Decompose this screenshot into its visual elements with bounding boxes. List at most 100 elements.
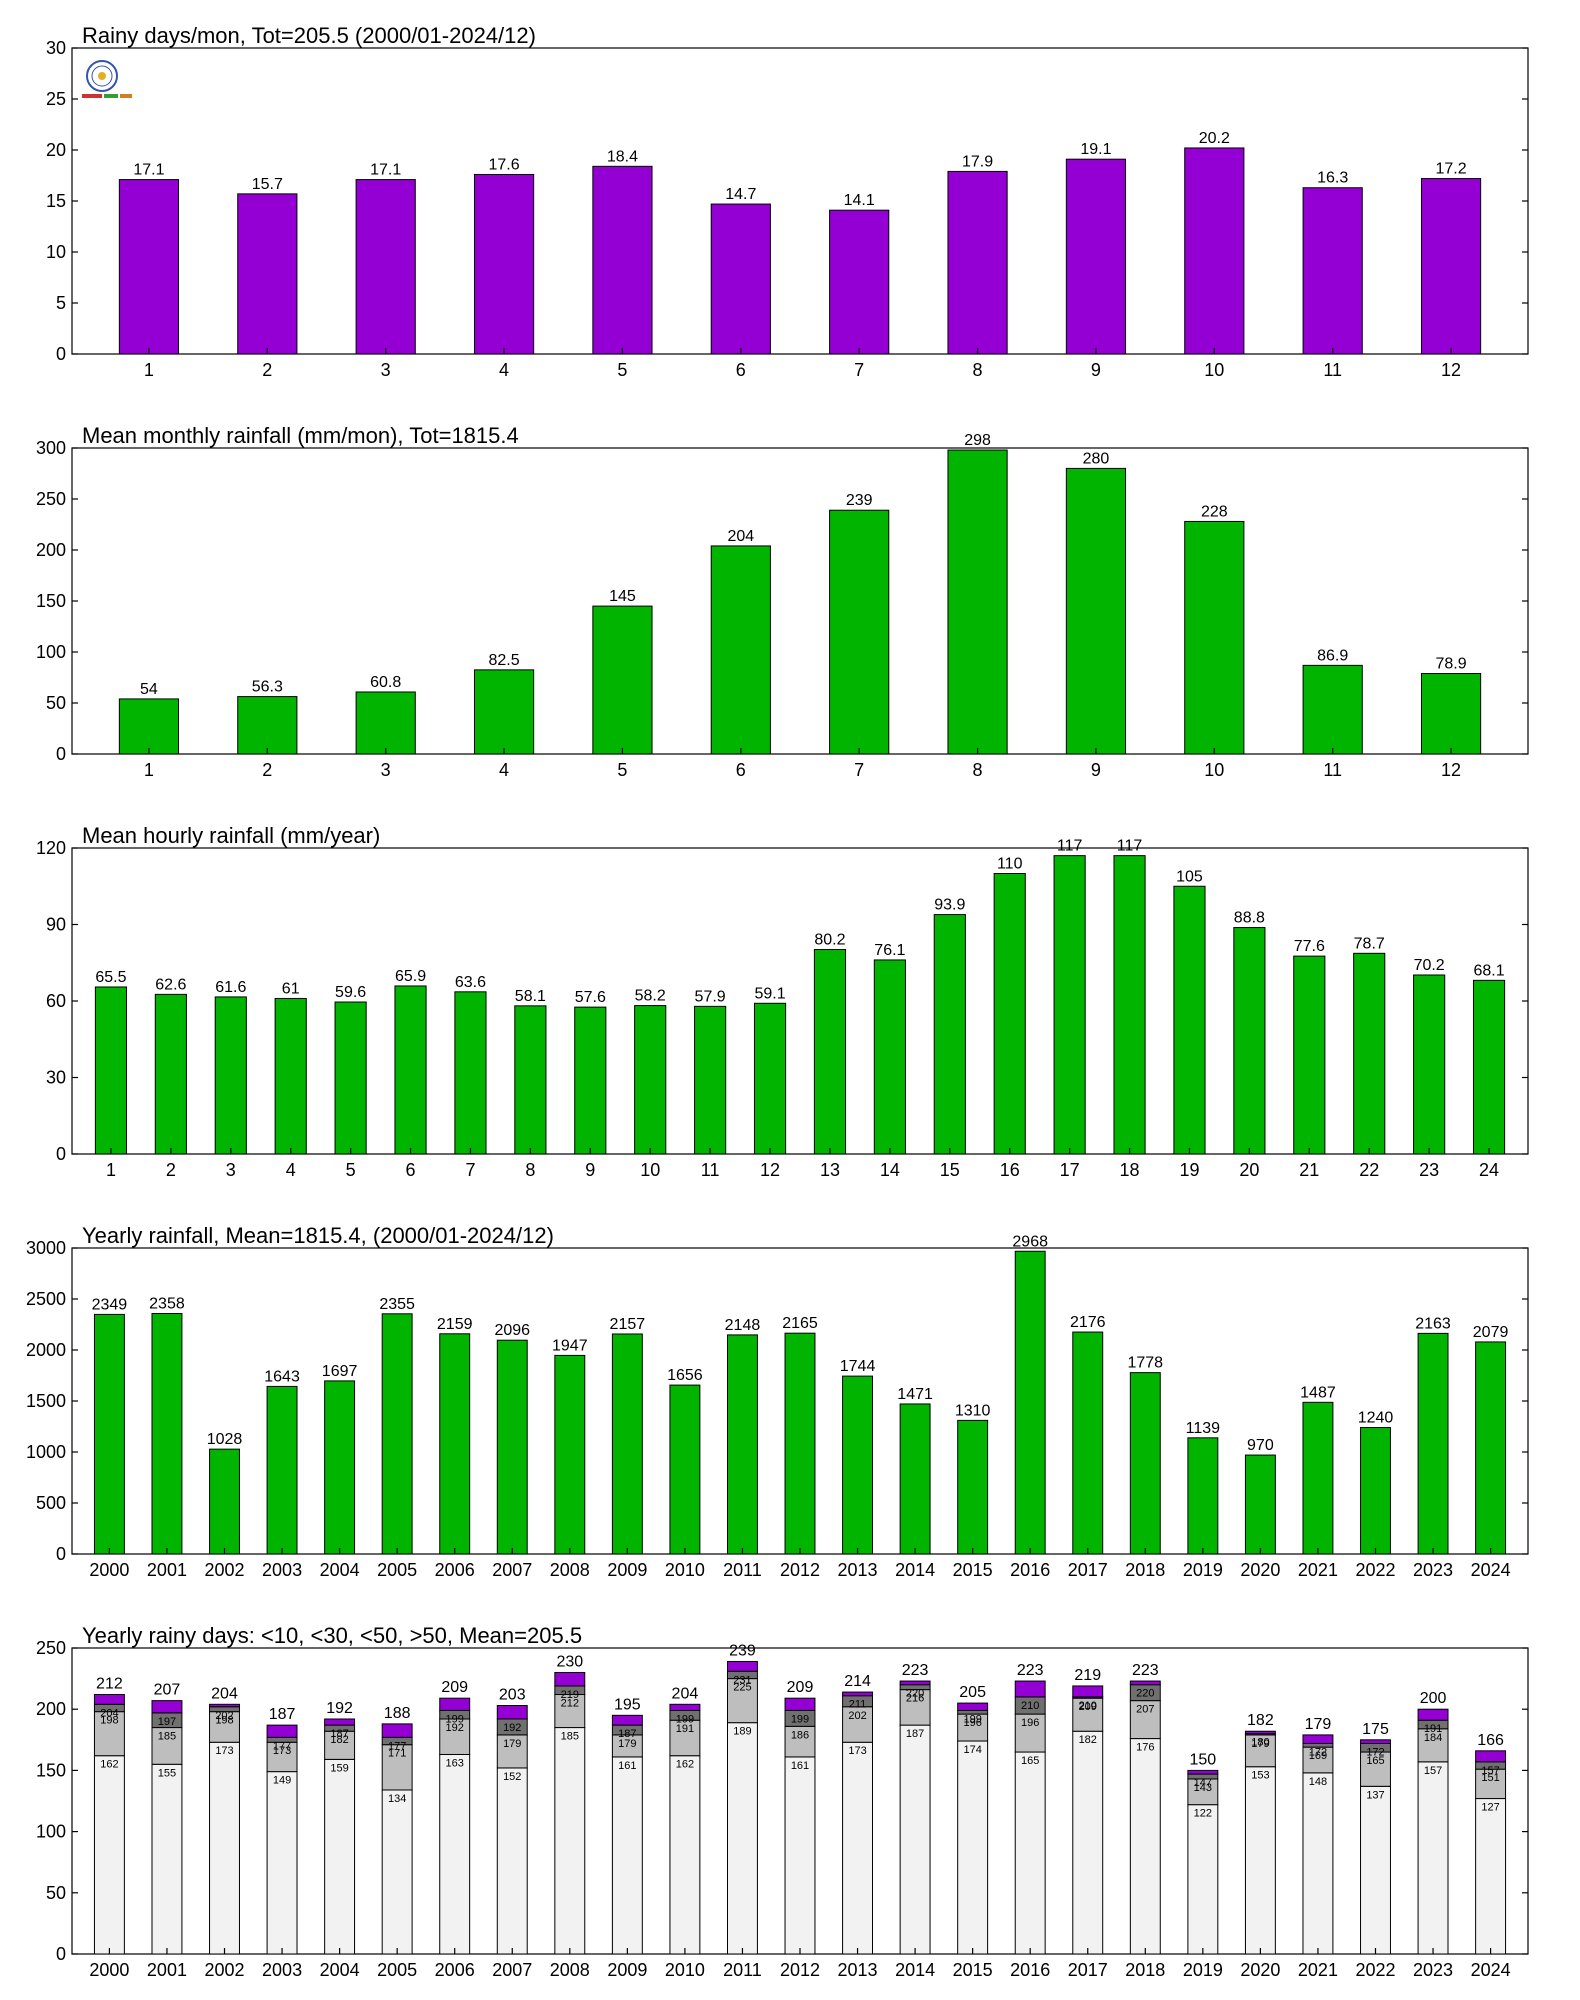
x-tick-label: 2000	[89, 1960, 129, 1980]
total-label: 230	[556, 1653, 583, 1670]
segment-label-lt30: 192	[446, 1722, 464, 1734]
data-label: 1487	[1300, 1384, 1336, 1401]
data-label: 61	[282, 980, 300, 997]
data-label: 1778	[1127, 1355, 1163, 1372]
bar	[381, 1313, 413, 1555]
x-tick-label: 2	[262, 760, 272, 780]
x-tick-label: 2011	[723, 1560, 762, 1580]
total-label: 209	[787, 1679, 814, 1696]
total-label: 239	[729, 1642, 756, 1659]
bar-segment-lt30	[496, 1734, 528, 1769]
data-label: 105	[1176, 868, 1203, 885]
y-tick-label: 60	[46, 991, 66, 1011]
data-label: 110	[997, 856, 1023, 873]
bar-segment-lt10	[151, 1763, 183, 1955]
data-label: 1471	[897, 1386, 933, 1403]
segment-label-lt50: 197	[158, 1716, 176, 1728]
total-label: 187	[269, 1706, 296, 1723]
total-label: 195	[614, 1696, 641, 1713]
data-label: 1240	[1358, 1410, 1394, 1427]
bar-segment-lt10	[669, 1755, 701, 1955]
x-tick-label: 2019	[1183, 1960, 1223, 1980]
segment-label-lt30: 207	[1136, 1704, 1154, 1716]
x-tick-label: 2	[262, 360, 272, 380]
x-tick-label: 2006	[435, 1960, 475, 1980]
x-tick-label: 1	[144, 760, 154, 780]
bar	[1187, 1437, 1219, 1555]
bar	[1065, 467, 1127, 755]
segment-label-lt50: 172	[1309, 1746, 1327, 1758]
total-label: 200	[1420, 1690, 1447, 1707]
bar	[1053, 855, 1086, 1155]
bar	[634, 1005, 667, 1155]
bar-segment-lt30	[151, 1727, 183, 1765]
x-tick-label: 17	[1060, 1160, 1080, 1180]
total-label: 192	[326, 1700, 353, 1717]
bar-segment-total	[1417, 1708, 1449, 1721]
x-tick-label: 2012	[780, 1960, 820, 1980]
data-label: 1643	[264, 1368, 300, 1385]
x-tick-label: 9	[1091, 360, 1101, 380]
bar	[842, 1375, 874, 1555]
segment-label-lt10: 162	[100, 1759, 118, 1771]
data-label: 1310	[955, 1402, 991, 1419]
data-label: 2358	[149, 1295, 185, 1312]
x-tick-label: 2006	[435, 1560, 475, 1580]
bar	[94, 986, 128, 1155]
bar	[473, 669, 535, 755]
total-label: 179	[1305, 1716, 1332, 1733]
x-tick-label: 2005	[377, 1960, 417, 1980]
x-tick-label: 10	[640, 1160, 660, 1180]
data-label: 280	[1083, 450, 1110, 467]
x-tick-label: 4	[499, 360, 509, 380]
x-tick-label: 2022	[1355, 1560, 1395, 1580]
segment-label-lt30: 171	[388, 1748, 406, 1760]
x-tick-label: 4	[286, 1160, 296, 1180]
x-tick-label: 19	[1179, 1160, 1199, 1180]
y-tick-label: 90	[46, 915, 66, 935]
bar	[1475, 1341, 1507, 1555]
x-tick-label: 2015	[953, 1560, 993, 1580]
chart-title: Rainy days/mon, Tot=205.5 (2000/01-2024/…	[82, 23, 536, 48]
segment-label-lt10: 173	[848, 1745, 866, 1757]
total-label: 219	[1074, 1667, 1101, 1684]
segment-label-lt50: 210	[1079, 1700, 1097, 1712]
bar	[1302, 187, 1363, 355]
y-tick-label: 0	[56, 744, 66, 764]
data-label: 56.3	[252, 679, 283, 696]
bar-segment-lt30	[93, 1711, 125, 1757]
segment-label-lt50: 210	[1021, 1700, 1039, 1712]
segment-label-lt10: 176	[1136, 1742, 1154, 1754]
bar-segment-lt10	[496, 1767, 528, 1955]
bar-segment-lt10	[93, 1755, 125, 1955]
total-label: 166	[1477, 1732, 1504, 1749]
bar	[1420, 178, 1482, 355]
x-tick-label: 2020	[1240, 1960, 1280, 1980]
segment-label-lt10: 165	[1021, 1755, 1039, 1767]
x-tick-label: 2001	[147, 1560, 187, 1580]
segment-label-lt10: 159	[330, 1762, 348, 1774]
data-label: 2349	[92, 1296, 128, 1313]
bar-segment-lt10	[1475, 1798, 1507, 1955]
bar-segment-lt30	[1072, 1697, 1104, 1732]
x-tick-label: 24	[1479, 1160, 1499, 1180]
y-tick-label: 200	[36, 540, 66, 560]
x-tick-label: 15	[940, 1160, 960, 1180]
segment-label-lt50: 180	[1251, 1737, 1269, 1749]
bar-segment-lt10	[1129, 1738, 1161, 1955]
x-tick-label: 1	[144, 360, 154, 380]
bar	[829, 209, 890, 355]
bar-segment-lt10	[1360, 1785, 1391, 1955]
bar-segment-lt30	[381, 1744, 413, 1791]
x-tick-label: 8	[973, 360, 983, 380]
bar-segment-lt10	[899, 1724, 931, 1955]
data-label: 20.2	[1199, 130, 1230, 147]
data-label: 204	[727, 528, 754, 545]
data-label: 59.6	[335, 984, 366, 1001]
bar	[237, 696, 298, 755]
bar	[1184, 147, 1245, 355]
x-tick-label: 2017	[1068, 1560, 1108, 1580]
bar-segment-lt30	[324, 1730, 356, 1760]
bar-segment-lt30	[1302, 1746, 1334, 1774]
bar	[592, 165, 653, 355]
